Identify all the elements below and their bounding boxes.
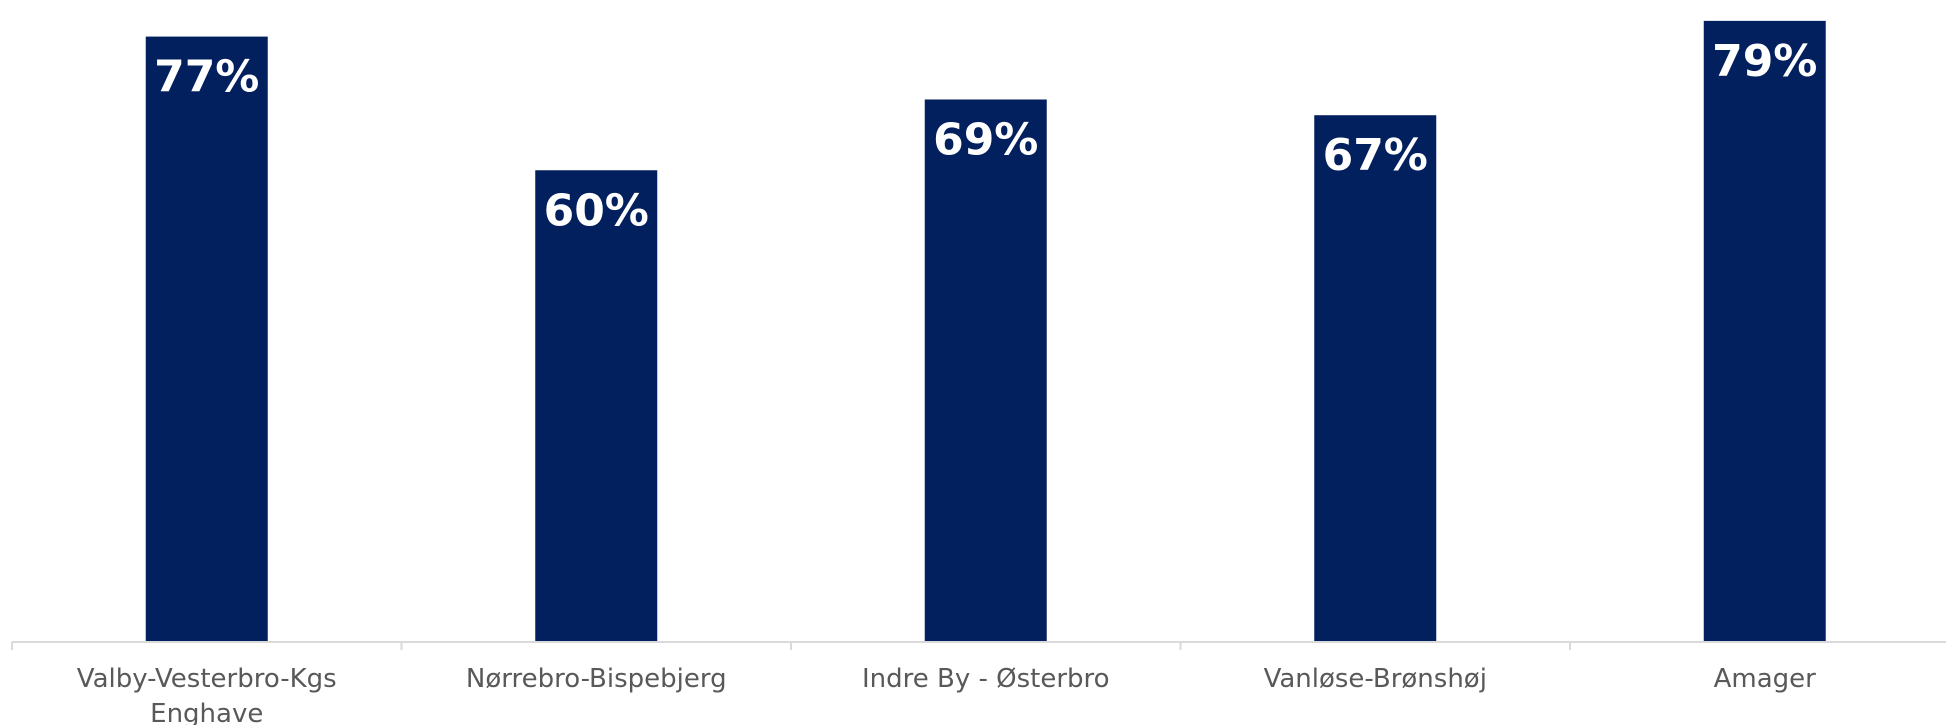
bar xyxy=(535,170,658,642)
bar-value-label: 77% xyxy=(154,52,259,103)
category-label: Amager xyxy=(1714,664,1817,694)
bar-value-label: 69% xyxy=(933,114,1038,165)
bar xyxy=(1314,115,1437,642)
category-label: Valby-Vesterbro-Kgs Enghave xyxy=(77,664,337,725)
bar xyxy=(145,36,268,642)
bar-value-label: 79% xyxy=(1712,36,1817,87)
bar xyxy=(924,99,1047,643)
category-label: Vanløse-Brønshøj xyxy=(1264,664,1487,694)
category-label: Nørrebro-Bispebjerg xyxy=(466,664,727,694)
bars-group: 77% 60% 69% 67% 79% xyxy=(145,20,1826,643)
bar xyxy=(1703,20,1826,643)
category-labels: Valby-Vesterbro-Kgs Enghave Nørrebro-Bispe… xyxy=(77,664,1816,725)
bar-value-label: 60% xyxy=(544,185,649,236)
bar-value-label: 67% xyxy=(1323,130,1428,181)
x-axis-ticks xyxy=(11,642,1571,650)
category-label: Indre By - Østerbro xyxy=(862,664,1110,694)
